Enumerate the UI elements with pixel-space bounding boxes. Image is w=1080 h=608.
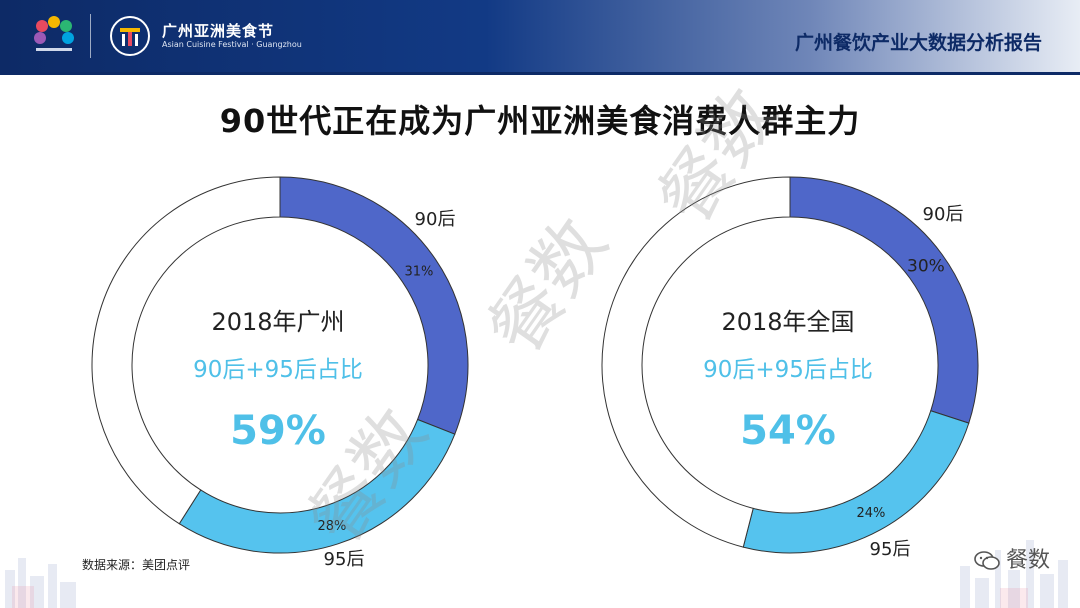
chart-2-value-label-1: 30%: [907, 256, 945, 276]
chart-1-series-label-2: 95后: [324, 549, 365, 570]
festival-subtitle: Asian Cuisine Festival · Guangzhou: [162, 40, 302, 49]
chart-2-series-label-1: 90后: [923, 204, 964, 225]
chart-1-center-title: 2018年广州: [211, 308, 345, 336]
chart-2-center-value: 54%: [740, 408, 836, 454]
chart-2-center-subtitle: 90后+95后占比: [703, 357, 873, 383]
wechat-account-name: 餐数: [1005, 548, 1050, 573]
report-title: 广州餐饮产业大数据分析报告: [794, 32, 1042, 54]
header-bar: 广州亚洲美食节 Asian Cuisine Festival · Guangzh…: [0, 0, 1080, 72]
chart-1-slice-3: [91, 176, 281, 525]
city-skyline-decoration: [5, 540, 1068, 608]
chart-1-series-label-1: 90后: [415, 209, 456, 230]
wechat-account: 餐数: [974, 542, 1050, 574]
festival-emblem-icon: [110, 16, 150, 56]
festival-name: 广州亚洲美食节: [162, 22, 275, 40]
chart-2-value-label-2: 24%: [856, 506, 885, 521]
header-divider: [0, 72, 1080, 75]
data-source-note: 数据来源：美团点评: [82, 558, 191, 572]
chart-1-value-label-1: 31%: [404, 265, 433, 280]
chart-2-series-label-2: 95后: [870, 539, 911, 560]
chart-2-center-title: 2018年全国: [721, 308, 855, 336]
chart-2-slice-3: [601, 176, 791, 548]
cbac-logo-icon: [34, 16, 74, 51]
logo-divider: [90, 14, 91, 58]
chart-1-center-value: 59%: [230, 408, 326, 454]
page-title: 90世代正在成为广州亚洲美食消费人群主力: [219, 102, 861, 140]
wechat-icon: [974, 551, 1000, 570]
chart-1-value-label-2: 28%: [317, 519, 346, 534]
chart-1-center-subtitle: 90后+95后占比: [193, 357, 363, 383]
